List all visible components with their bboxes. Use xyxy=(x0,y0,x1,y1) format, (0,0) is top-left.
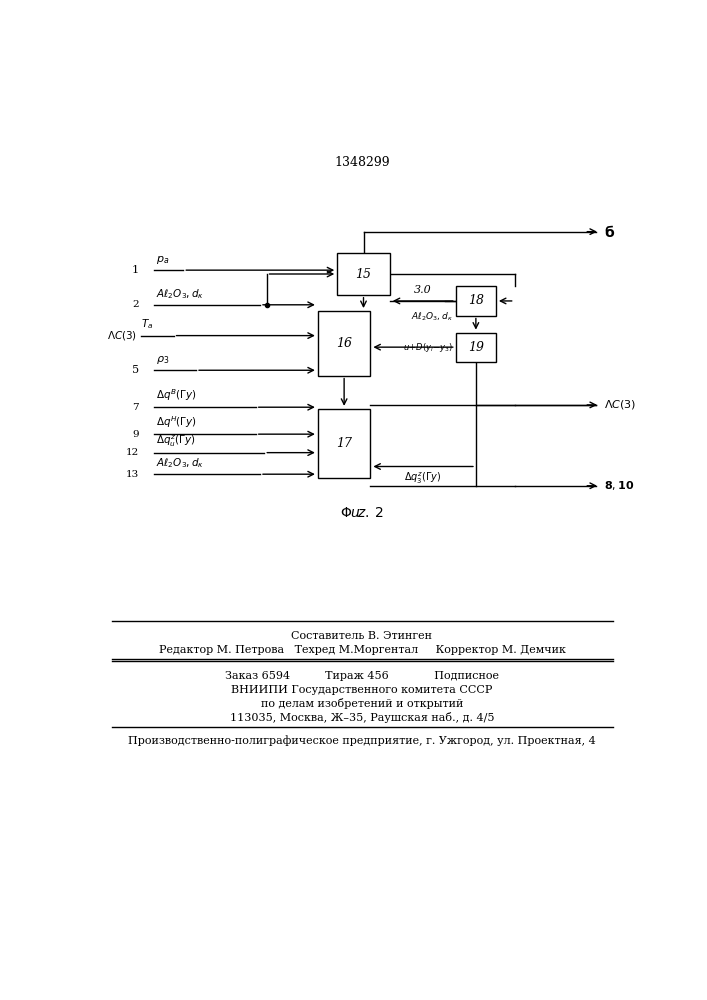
Text: 113035, Москва, Ж–35, Раушская наб., д. 4/5: 113035, Москва, Ж–35, Раушская наб., д. … xyxy=(230,712,494,723)
Text: 13: 13 xyxy=(126,470,139,479)
Text: Производственно-полиграфическое предприятие, г. Ужгород, ул. Проектная, 4: Производственно-полиграфическое предприя… xyxy=(128,735,596,746)
Text: 7: 7 xyxy=(132,403,139,412)
Text: $\boldsymbol{б}$: $\boldsymbol{б}$ xyxy=(604,224,615,240)
Text: 9: 9 xyxy=(132,430,139,439)
Text: 15: 15 xyxy=(356,267,371,280)
Bar xyxy=(456,286,496,316)
Bar xyxy=(317,409,370,478)
Text: $T_a$: $T_a$ xyxy=(141,317,153,331)
Text: $\Delta q_3^z(\Gamma y)$: $\Delta q_3^z(\Gamma y)$ xyxy=(404,470,442,486)
Text: $u\!+\!D(y_i\!-\!y_3)$: $u\!+\!D(y_i\!-\!y_3)$ xyxy=(403,341,453,354)
Text: 5: 5 xyxy=(132,365,139,375)
Text: $A\ell_2 O_3, d_\kappa$: $A\ell_2 O_3, d_\kappa$ xyxy=(411,310,453,323)
Text: 16: 16 xyxy=(336,337,352,350)
Text: $\Phi u\!z.\,2$: $\Phi u\!z.\,2$ xyxy=(340,506,384,520)
Text: $\Lambda C(3)$: $\Lambda C(3)$ xyxy=(107,329,137,342)
Bar xyxy=(456,333,496,362)
Text: Заказ 6594          Тираж 456             Подписное: Заказ 6594 Тираж 456 Подписное xyxy=(225,671,499,681)
Bar xyxy=(317,311,370,376)
Text: $A\ell_2 O_3, d_\kappa$: $A\ell_2 O_3, d_\kappa$ xyxy=(156,457,204,470)
Text: 1: 1 xyxy=(132,265,139,275)
Text: $\Delta q^z_u(\Gamma y)$: $\Delta q^z_u(\Gamma y)$ xyxy=(156,433,195,449)
Text: $\Delta q^H(\Gamma y)$: $\Delta q^H(\Gamma y)$ xyxy=(156,415,197,430)
Text: ВНИИПИ Государственного комитета СССР: ВНИИПИ Государственного комитета СССР xyxy=(231,685,493,695)
Text: 18: 18 xyxy=(468,294,484,307)
Text: 2: 2 xyxy=(132,300,139,309)
Text: Редактор М. Петрова   Техред М.Моргентал     Корректор М. Демчик: Редактор М. Петрова Техред М.Моргентал К… xyxy=(158,645,566,655)
Text: 12: 12 xyxy=(126,448,139,457)
Text: $\Lambda C(3)$: $\Lambda C(3)$ xyxy=(604,398,636,411)
Text: 3.0: 3.0 xyxy=(414,285,431,295)
Text: $\boldsymbol{8,10}$: $\boldsymbol{8,10}$ xyxy=(604,479,634,492)
Text: $A\ell_2 O_3, d_\kappa$: $A\ell_2 O_3, d_\kappa$ xyxy=(156,287,204,301)
Text: 1348299: 1348299 xyxy=(334,156,390,169)
Bar xyxy=(337,253,390,295)
Text: Составитель В. Этинген: Составитель В. Этинген xyxy=(291,631,433,641)
Text: 17: 17 xyxy=(336,437,352,450)
Text: по делам изобретений и открытий: по делам изобретений и открытий xyxy=(261,698,463,709)
Text: $\Delta q^B(\Gamma y)$: $\Delta q^B(\Gamma y)$ xyxy=(156,388,197,403)
Text: $\rho_3$: $\rho_3$ xyxy=(156,354,169,366)
Text: 19: 19 xyxy=(468,341,484,354)
Text: $p_a$: $p_a$ xyxy=(156,254,169,266)
